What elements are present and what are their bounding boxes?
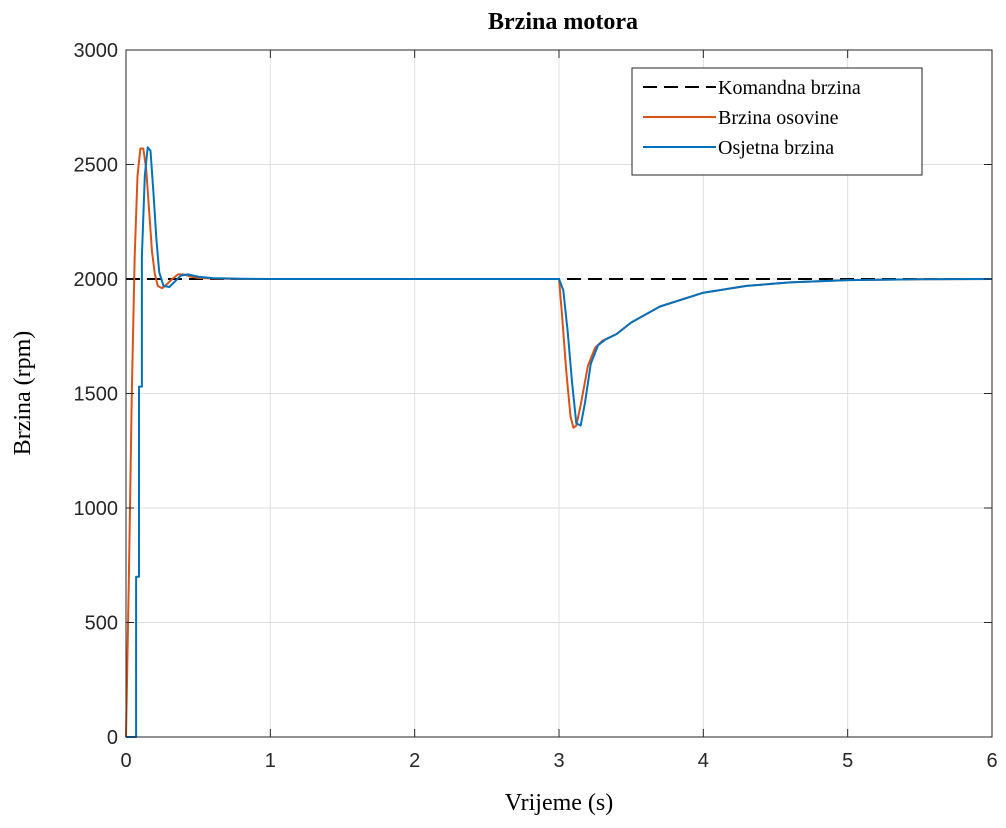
x-tick-label: 1 [265, 750, 276, 772]
legend-label-2: Brzina osovine [718, 107, 839, 129]
x-tick-label: 5 [842, 750, 853, 772]
x-axis-ticks: 0 1 2 3 4 5 6 [120, 50, 998, 772]
x-tick-label: 6 [986, 750, 997, 772]
y-axis-label: Brzina (rpm) [10, 331, 36, 456]
series-line-3 [126, 146, 993, 738]
x-tick-label: 3 [553, 750, 564, 772]
chart-title: Brzina motora [488, 9, 638, 35]
x-axis-label: Vrijeme (s) [505, 790, 614, 816]
legend-label-1: Komandna brzina [718, 77, 861, 99]
x-tick-label: 0 [120, 750, 131, 772]
y-tick-label: 1000 [74, 498, 119, 520]
y-tick-label: 1500 [74, 384, 119, 406]
y-tick-label: 2000 [74, 269, 119, 291]
x-tick-label: 4 [698, 750, 709, 772]
y-tick-label: 0 [107, 727, 118, 749]
legend: Komandna brzina Brzina osovine Osjetna brz… [631, 67, 923, 176]
x-tick-label: 2 [409, 750, 420, 772]
legend-label-3: Osjetna brzina [718, 137, 834, 159]
y-axis-ticks: 0 500 1000 1500 2000 2500 3000 [74, 40, 992, 749]
legend-box [631, 67, 923, 176]
y-tick-label: 500 [85, 613, 118, 635]
y-tick-label: 3000 [74, 40, 119, 62]
y-tick-label: 2500 [74, 155, 119, 177]
series-layer [125, 146, 993, 738]
